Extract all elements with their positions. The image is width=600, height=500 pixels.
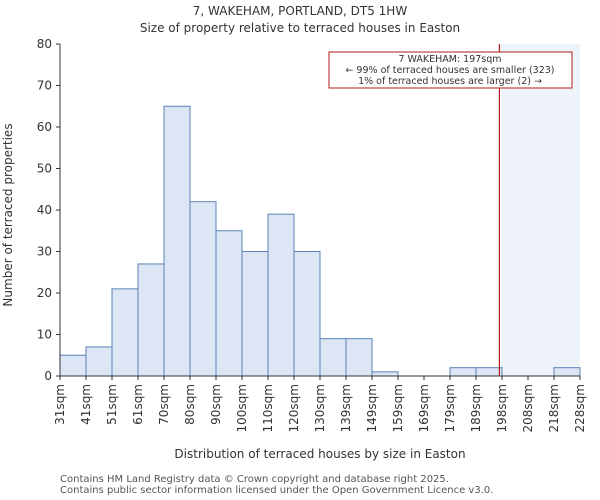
bar-139sqm — [345, 338, 373, 377]
y-tick-label-10: 10 — [37, 328, 52, 342]
bar-179sqm — [449, 367, 477, 377]
y-ticks-layer: 0 10 20 30 40 50 60 70 80 — [37, 37, 60, 383]
bar-90sqm — [215, 230, 243, 377]
x-tick-label-70sqm: 70sqm — [157, 384, 171, 425]
x-tick-label-41sqm: 41sqm — [79, 384, 93, 425]
bar-110sqm — [267, 213, 295, 377]
x-tick-label-51sqm: 51sqm — [105, 384, 119, 425]
bar-100sqm — [241, 251, 269, 377]
footer-line-1: Contains HM Land Registry data © Crown c… — [60, 474, 449, 485]
footer: Contains HM Land Registry data © Crown c… — [60, 474, 493, 496]
x-tick-label-120sqm: 120sqm — [287, 384, 301, 432]
bar-120sqm — [293, 251, 321, 377]
annotation-line-1: 7 WAKEHAM: 197sqm — [398, 54, 501, 65]
x-tick-label-80sqm: 80sqm — [183, 384, 197, 425]
y-tick-label-0: 0 — [44, 369, 52, 383]
y-tick-label-60: 60 — [37, 120, 52, 134]
annotation-line-3: 1% of terraced houses are larger (2) → — [358, 76, 542, 87]
x-tick-label-100sqm: 100sqm — [235, 384, 249, 432]
footer-line-2: Contains public sector information licen… — [60, 485, 494, 496]
chart-subtitle: Size of property relative to terraced ho… — [140, 21, 460, 35]
x-tick-label-208sqm: 208sqm — [521, 384, 535, 432]
y-tick-label-80: 80 — [37, 37, 52, 51]
bar-130sqm — [319, 338, 347, 377]
x-axis-label: Distribution of terraced houses by size … — [174, 447, 465, 461]
bar-41sqm — [85, 346, 113, 377]
bar-51sqm — [111, 288, 139, 377]
x-tick-label-228sqm: 228sqm — [573, 384, 587, 432]
x-tick-label-189sqm: 189sqm — [469, 384, 483, 432]
bar-31sqm — [59, 354, 87, 377]
bar-218sqm — [553, 367, 581, 377]
highlight-region — [500, 44, 580, 376]
x-tick-label-110sqm: 110sqm — [261, 384, 275, 432]
y-axis-label: Number of terraced properties — [1, 123, 15, 306]
y-tick-label-70: 70 — [37, 79, 52, 93]
annotation-frame — [328, 51, 573, 89]
x-ticks-layer: 31sqm 41sqm 51sqm 61sqm 70sqm 80sqm 90sqm 100sq… — [53, 376, 587, 432]
x-tick-label-149sqm: 149sqm — [365, 384, 379, 432]
y-tick-label-40: 40 — [37, 203, 52, 217]
x-tick-label-130sqm: 130sqm — [313, 384, 327, 432]
x-tick-label-90sqm: 90sqm — [209, 384, 223, 425]
x-tick-label-179sqm: 179sqm — [443, 384, 457, 432]
highlight-region-layer — [500, 44, 580, 376]
x-tick-label-61sqm: 61sqm — [131, 384, 145, 425]
y-tick-label-20: 20 — [37, 286, 52, 300]
annotation-line-2: ← 99% of terraced houses are smaller (32… — [345, 65, 554, 76]
bar-70sqm — [163, 105, 191, 377]
annotation-box: 7 WAKEHAM: 197sqm ← 99% of terraced hous… — [328, 51, 573, 89]
bars-layer — [59, 105, 581, 377]
y-tick-label-30: 30 — [37, 245, 52, 259]
x-tick-label-169sqm: 169sqm — [417, 384, 431, 432]
x-tick-label-139sqm: 139sqm — [339, 384, 353, 432]
bar-80sqm — [189, 201, 217, 377]
x-tick-label-198sqm: 198sqm — [495, 384, 509, 432]
x-tick-label-31sqm: 31sqm — [53, 384, 67, 425]
bar-189sqm — [475, 367, 503, 377]
y-tick-label-50: 50 — [37, 162, 52, 176]
bar-149sqm — [371, 371, 399, 377]
x-tick-label-159sqm: 159sqm — [391, 384, 405, 432]
chart-title: 7, WAKEHAM, PORTLAND, DT5 1HW — [193, 4, 408, 18]
x-tick-label-218sqm: 218sqm — [547, 384, 561, 432]
bar-61sqm — [137, 263, 165, 377]
